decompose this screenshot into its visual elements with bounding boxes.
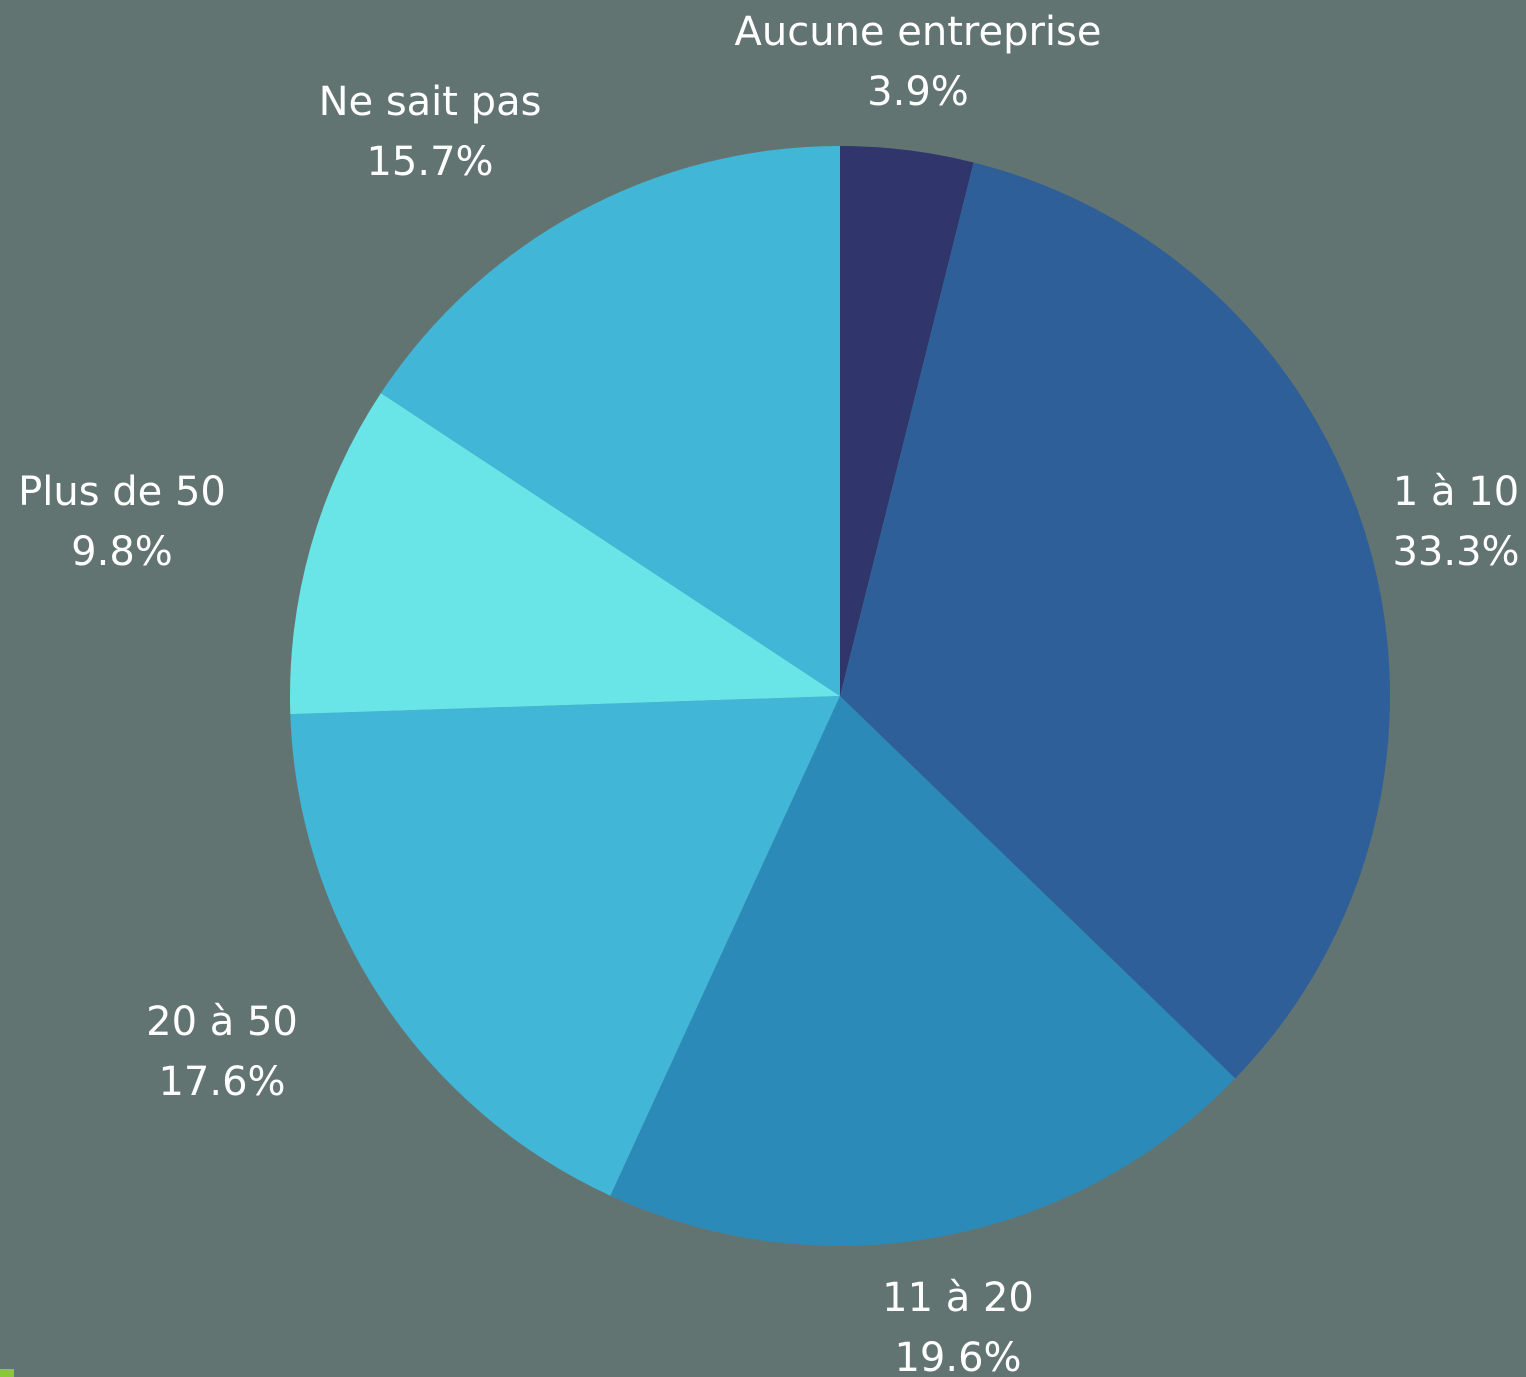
slice-label-aucune-entreprise: Aucune entreprise 3.9% [735,2,1102,122]
slice-label-11-a-20: 11 à 20 19.6% [882,1268,1034,1377]
slice-name: 11 à 20 [882,1275,1034,1321]
pie-slice-aucune-entreprise [840,146,974,696]
slice-name: Plus de 50 [18,469,226,515]
slice-percent: 15.7% [366,139,494,185]
slice-percent: 9.8% [71,529,173,575]
slice-label-ne-sait-pas: Ne sait pas 15.7% [319,72,542,192]
slice-percent: 17.6% [158,1059,286,1105]
slice-label-plus-de-50: Plus de 50 9.8% [18,462,226,582]
slice-percent: 19.6% [894,1335,1022,1377]
slice-percent: 33.3% [1392,529,1520,575]
pie-slice-20-a-50 [290,696,840,1196]
slice-name: Aucune entreprise [734,9,1102,55]
pie-slice-ne-sait-pas [380,145,840,696]
slice-label-20-a-50: 20 à 50 17.6% [146,992,298,1112]
pie-slice-plus-de-50 [290,393,841,715]
slice-name: 1 à 10 [1392,469,1520,515]
corner-accent-mark [0,1369,14,1377]
pie-slice-11-a-20 [610,696,1236,1247]
slice-percent: 3.9% [867,69,969,115]
slice-label-1-a-10: 1 à 10 33.3% [1392,462,1519,582]
slice-name: 20 à 50 [146,999,298,1045]
slice-name: Ne sait pas [318,79,542,125]
pie-slice-1-a-10 [840,162,1391,1079]
